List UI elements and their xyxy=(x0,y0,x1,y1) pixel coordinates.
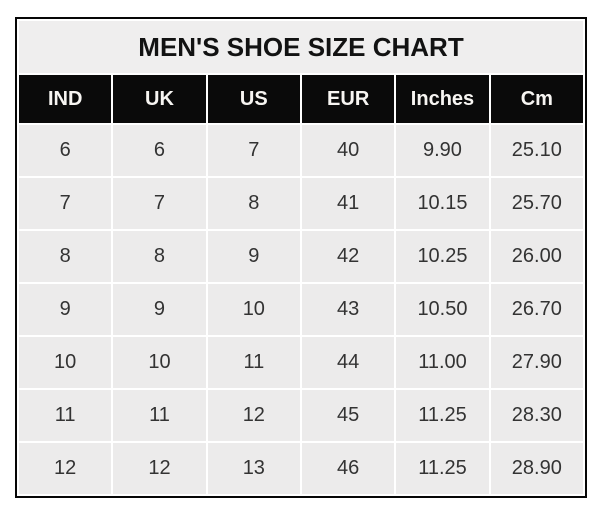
cell-uk: 6 xyxy=(113,125,206,176)
cell-us: 13 xyxy=(207,443,300,494)
cell-eur: 41 xyxy=(301,178,395,229)
cell-cm: 27.90 xyxy=(490,337,583,388)
table-row: 6 6 7 40 9.90 25.10 xyxy=(19,125,583,176)
table-row: 10 10 11 44 11.00 27.90 xyxy=(19,337,583,388)
cell-cm: 28.30 xyxy=(490,390,583,441)
cell-inches: 10.25 xyxy=(396,231,489,282)
cell-inches: 10.50 xyxy=(396,284,489,335)
cell-ind: 6 xyxy=(19,125,112,176)
column-header-cm: Cm xyxy=(490,75,583,123)
cell-us: 8 xyxy=(207,178,300,229)
cell-uk: 9 xyxy=(113,284,206,335)
column-header-row: IND UK US EUR Inches Cm xyxy=(19,75,583,123)
table-head: MEN'S SHOE SIZE CHART IND UK US EUR Inches Cm xyxy=(19,21,583,123)
cell-cm: 26.70 xyxy=(490,284,583,335)
cell-cm: 25.70 xyxy=(490,178,583,229)
table-row: 12 12 13 46 11.25 28.90 xyxy=(19,443,583,494)
cell-uk: 8 xyxy=(113,231,206,282)
column-header-ind: IND xyxy=(19,75,112,123)
cell-eur: 46 xyxy=(301,443,395,494)
cell-cm: 28.90 xyxy=(490,443,583,494)
cell-ind: 9 xyxy=(19,284,112,335)
cell-uk: 12 xyxy=(113,443,206,494)
cell-inches: 10.15 xyxy=(396,178,489,229)
cell-ind: 12 xyxy=(19,443,112,494)
cell-eur: 45 xyxy=(301,390,395,441)
cell-us: 9 xyxy=(207,231,300,282)
table-row: 8 8 9 42 10.25 26.00 xyxy=(19,231,583,282)
cell-us: 12 xyxy=(207,390,300,441)
cell-ind: 7 xyxy=(19,178,112,229)
table-row: 11 11 12 45 11.25 28.30 xyxy=(19,390,583,441)
cell-ind: 10 xyxy=(19,337,112,388)
table-row: 7 7 8 41 10.15 25.70 xyxy=(19,178,583,229)
cell-uk: 10 xyxy=(113,337,206,388)
table-row: 9 9 10 43 10.50 26.70 xyxy=(19,284,583,335)
shoe-size-chart-table: MEN'S SHOE SIZE CHART IND UK US EUR Inches Cm… xyxy=(15,17,587,498)
table-body: 6 6 7 40 9.90 25.10 7 7 8 41 10.15 25.70 8 8 9 42 10.25 2… xyxy=(19,125,583,494)
cell-inches: 11.25 xyxy=(396,390,489,441)
cell-cm: 25.10 xyxy=(490,125,583,176)
cell-us: 11 xyxy=(207,337,300,388)
cell-ind: 8 xyxy=(19,231,112,282)
cell-inches: 11.25 xyxy=(396,443,489,494)
cell-us: 7 xyxy=(207,125,300,176)
column-header-inches: Inches xyxy=(396,75,489,123)
column-header-us: US xyxy=(207,75,300,123)
cell-cm: 26.00 xyxy=(490,231,583,282)
cell-inches: 11.00 xyxy=(396,337,489,388)
cell-ind: 11 xyxy=(19,390,112,441)
cell-eur: 42 xyxy=(301,231,395,282)
cell-uk: 11 xyxy=(113,390,206,441)
table-title: MEN'S SHOE SIZE CHART xyxy=(19,21,583,73)
cell-eur: 43 xyxy=(301,284,395,335)
cell-eur: 40 xyxy=(301,125,395,176)
cell-inches: 9.90 xyxy=(396,125,489,176)
cell-eur: 44 xyxy=(301,337,395,388)
cell-us: 10 xyxy=(207,284,300,335)
cell-uk: 7 xyxy=(113,178,206,229)
column-header-eur: EUR xyxy=(301,75,395,123)
column-header-uk: UK xyxy=(113,75,206,123)
title-row: MEN'S SHOE SIZE CHART xyxy=(19,21,583,73)
